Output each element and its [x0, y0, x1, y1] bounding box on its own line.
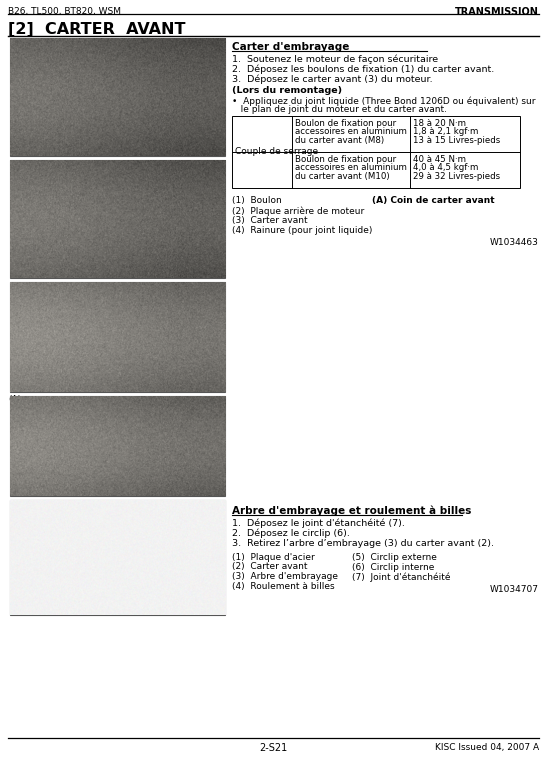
Text: W1034463: W1034463 — [490, 238, 539, 247]
Text: (2): (2) — [80, 60, 92, 69]
Text: 40 à 45 N·m: 40 à 45 N·m — [413, 155, 466, 164]
Text: 1.  Soutenez le moteur de façon sécuritaire: 1. Soutenez le moteur de façon sécuritai… — [232, 55, 438, 64]
Text: (5)  Circlip externe: (5) Circlip externe — [352, 553, 437, 562]
Text: 13 à 15 Livres-pieds: 13 à 15 Livres-pieds — [413, 136, 501, 145]
Text: 18 à 20 N·m: 18 à 20 N·m — [413, 119, 466, 128]
Text: Boulon de fixation pour: Boulon de fixation pour — [295, 155, 396, 164]
Text: KISC Issued 04, 2007 A: KISC Issued 04, 2007 A — [435, 743, 539, 752]
Text: B26, TL500, BT820, WSM: B26, TL500, BT820, WSM — [8, 7, 121, 16]
Text: (7): (7) — [192, 547, 203, 556]
Bar — [10, 38, 225, 156]
Text: (4): (4) — [150, 428, 162, 437]
Text: 3TBAAAG3P058A: 3TBAAAG3P058A — [12, 145, 78, 154]
Text: accessoires en aluminium: accessoires en aluminium — [295, 164, 407, 173]
Text: (4)  Roulement à billes: (4) Roulement à billes — [232, 581, 335, 590]
Text: (6): (6) — [178, 556, 189, 565]
Text: 2.  Déposez les boulons de fixation (1) du carter avant.: 2. Déposez les boulons de fixation (1) d… — [232, 65, 494, 74]
Text: 3.  Déposez le carter avant (3) du moteur.: 3. Déposez le carter avant (3) du moteur… — [232, 75, 433, 84]
Text: (3): (3) — [62, 120, 74, 129]
Text: (1)  Boulon: (1) Boulon — [232, 196, 282, 205]
Text: (2): (2) — [62, 540, 73, 549]
Text: 1,8 à 2,1 kgf·m: 1,8 à 2,1 kgf·m — [413, 127, 479, 136]
Text: (2)  Carter avant: (2) Carter avant — [232, 562, 307, 572]
Text: (3)  Arbre d'embrayage: (3) Arbre d'embrayage — [232, 572, 338, 581]
Bar — [10, 500, 225, 615]
Text: (A): (A) — [8, 395, 21, 404]
Text: du carter avant (M10): du carter avant (M10) — [295, 172, 389, 181]
Text: (A): (A) — [170, 296, 183, 305]
Text: Arbre d'embrayage et roulement à billes: Arbre d'embrayage et roulement à billes — [232, 506, 472, 516]
Text: Couple de serrage: Couple de serrage — [235, 147, 318, 156]
Text: (2)  Plaque arrière de moteur: (2) Plaque arrière de moteur — [232, 206, 364, 215]
Text: 1.  Déposez le joint d'étanchéité (7).: 1. Déposez le joint d'étanchéité (7). — [232, 519, 405, 528]
Text: 3TBAAAG3P080A: 3TBAAAG3P080A — [12, 381, 78, 390]
Text: 3TBAAAG3P177A: 3TBAAAG3P177A — [12, 604, 78, 613]
Text: (A) Coin de carter avant: (A) Coin de carter avant — [372, 196, 494, 205]
Text: (3): (3) — [108, 544, 119, 553]
Bar — [10, 282, 225, 392]
Text: (5): (5) — [165, 553, 176, 562]
Text: accessoires en aluminium: accessoires en aluminium — [295, 127, 407, 136]
Text: •  Appliquez du joint liquide (Three Bond 1206D ou équivalent) sur: • Appliquez du joint liquide (Three Bond… — [232, 96, 536, 105]
Text: Carter d'embrayage: Carter d'embrayage — [232, 42, 350, 52]
Text: (3)  Carter avant: (3) Carter avant — [232, 216, 307, 225]
Text: Boulon de fixation pour: Boulon de fixation pour — [295, 119, 396, 128]
Bar — [232, 116, 520, 188]
Text: le plan de joint du moteur et du carter avant.: le plan de joint du moteur et du carter … — [232, 105, 447, 114]
Text: (Lors du remontage): (Lors du remontage) — [232, 86, 342, 95]
Text: (6)  Circlip interne: (6) Circlip interne — [352, 562, 434, 572]
Text: (4): (4) — [148, 518, 159, 527]
Text: 4,0 à 4,5 kgf·m: 4,0 à 4,5 kgf·m — [413, 164, 479, 173]
Text: TRANSMISSION: TRANSMISSION — [455, 7, 539, 17]
Text: (7)  Joint d'étanchéité: (7) Joint d'étanchéité — [352, 572, 451, 581]
Text: du carter avant (M8): du carter avant (M8) — [295, 136, 384, 145]
Bar — [10, 396, 225, 496]
Text: W1034707: W1034707 — [490, 585, 539, 594]
Text: (3): (3) — [60, 182, 72, 191]
Text: (1)  Plaque d'acier: (1) Plaque d'acier — [232, 553, 315, 562]
Text: 3TBAAAG3P059A: 3TBAAAG3P059A — [12, 267, 78, 276]
Bar — [10, 160, 225, 278]
Text: (4): (4) — [138, 350, 150, 359]
Text: (4)  Rainure (pour joint liquide): (4) Rainure (pour joint liquide) — [232, 226, 373, 235]
Text: 2-S21: 2-S21 — [259, 743, 287, 753]
Text: 3.  Retirez l’arbre d’embrayage (3) du carter avant (2).: 3. Retirez l’arbre d’embrayage (3) du ca… — [232, 539, 494, 548]
Text: 2.  Déposez le circlip (6).: 2. Déposez le circlip (6). — [232, 529, 350, 538]
Text: 29 à 32 Livres-pieds: 29 à 32 Livres-pieds — [413, 172, 500, 181]
Text: [2]  CARTER  AVANT: [2] CARTER AVANT — [8, 22, 185, 37]
Text: (1): (1) — [52, 103, 64, 112]
Text: 3TBAAAG3P061A: 3TBAAAG3P061A — [12, 485, 78, 494]
Text: (1): (1) — [17, 568, 28, 577]
